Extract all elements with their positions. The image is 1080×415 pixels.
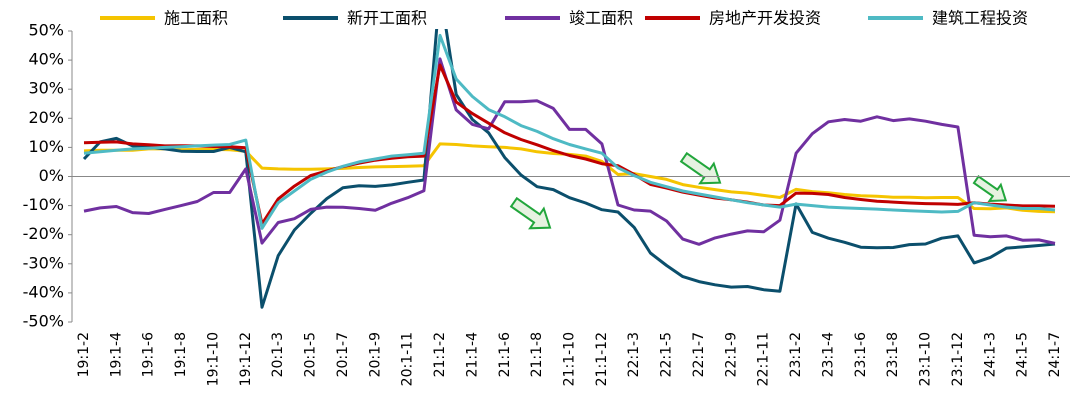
x-tick-label: 23:1-8 [885, 332, 901, 377]
x-tick-label: 23:1-6 [853, 332, 869, 377]
y-tick-label: 20% [28, 108, 64, 127]
x-tick-label: 21:1-2 [432, 332, 448, 377]
x-tick-label: 23:1-2 [788, 332, 804, 377]
y-tick-label: -50% [23, 312, 64, 331]
annotation-arrows [509, 151, 1008, 230]
x-tick-label: 21:1-10 [562, 332, 578, 386]
series-line [83, 33, 1056, 230]
x-tick-label: 22:1-7 [691, 332, 707, 377]
x-tick-label: 20:1-11 [400, 332, 416, 386]
x-tick-label: 22:1-9 [723, 332, 739, 377]
x-tick-label: 22:1-3 [626, 332, 642, 377]
x-tick-label: 20:1-3 [270, 332, 286, 377]
x-tick-label: 21:1-8 [529, 332, 545, 377]
x-tick-label: 19:1-2 [76, 332, 92, 377]
x-tick-label: 19:1-8 [173, 332, 189, 377]
y-tick-label: 0% [39, 166, 64, 185]
y-tick-label: 40% [28, 50, 64, 69]
x-tick-label: 22:1-5 [659, 332, 675, 377]
series-line [83, 57, 1056, 246]
y-tick-label: -10% [23, 195, 64, 214]
x-tick-label: 19:1-10 [205, 332, 221, 386]
y-tick-label: -30% [23, 253, 64, 272]
x-tick-label: 24:1-3 [982, 332, 998, 377]
x-tick-label: 21:1-12 [594, 332, 610, 386]
y-tick-label: -20% [23, 224, 64, 243]
x-tick-label: 24:1-7 [1047, 332, 1063, 377]
y-tick-label: -40% [23, 282, 64, 301]
x-tick-label: 20:1-9 [367, 332, 383, 377]
x-tick-label: 24:1-5 [1015, 332, 1031, 377]
legend-label: 房地产开发投资 [709, 9, 821, 28]
arrow [509, 196, 552, 230]
x-tick-label: 19:1-12 [238, 332, 254, 386]
x-tick-label: 23:1-4 [820, 332, 836, 377]
legend-label: 建筑工程投资 [932, 9, 1028, 28]
plot-area [82, 29, 1056, 309]
x-tick-label: 22:1-11 [756, 332, 772, 386]
y-tick-label: 50% [28, 21, 64, 40]
x-tick-label: 20:1-7 [335, 332, 351, 377]
x-tick-label: 23:1-10 [918, 332, 934, 386]
arrow [679, 151, 722, 185]
x-tick-label: 23:1-12 [950, 332, 966, 386]
y-tick-label: 30% [28, 79, 64, 98]
legend-label: 施工面积 [164, 9, 228, 28]
x-tick-label: 21:1-4 [464, 332, 480, 377]
y-tick-label: 10% [28, 137, 64, 156]
legend-label: 新开工面积 [347, 9, 427, 28]
arrow [972, 175, 1008, 203]
legend-label: 竣工面积 [569, 9, 633, 28]
x-tick-label: 21:1-6 [497, 332, 513, 377]
x-tick-label: 19:1-6 [141, 332, 157, 377]
x-tick-label: 19:1-4 [108, 332, 124, 377]
x-tick-label: 20:1-5 [303, 332, 319, 377]
